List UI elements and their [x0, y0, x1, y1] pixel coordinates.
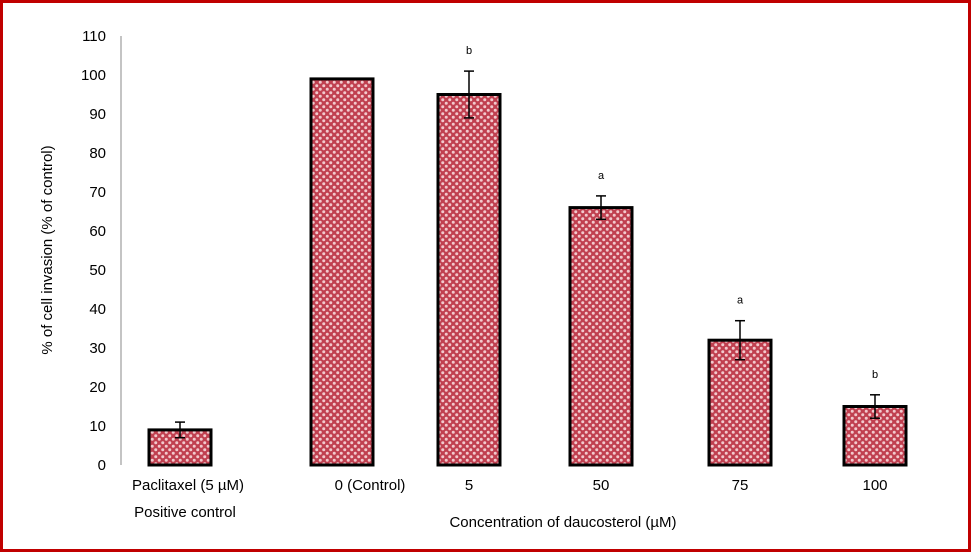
significance-label: a	[598, 170, 605, 182]
bars: b a a b	[147, 45, 908, 467]
y-tick-label: 60	[89, 223, 106, 240]
y-tick-label: 40	[89, 301, 106, 318]
bar	[568, 206, 634, 467]
x-tick-label: 50	[593, 477, 610, 494]
y-tick-label: 70	[89, 184, 106, 201]
y-tick-label: 10	[89, 418, 106, 435]
bar	[707, 338, 773, 467]
x-tick-label: 5	[465, 477, 473, 494]
bar	[309, 77, 375, 467]
y-tick-label: 110	[82, 28, 106, 45]
x-tick-sublabel: Positive control	[134, 504, 236, 521]
significance-label: b	[466, 45, 472, 57]
y-axis: 0 10 20 30 40 50 60 70 80 90 100 110	[81, 28, 122, 474]
x-tick-label: 0 (Control)	[335, 477, 406, 494]
y-tick-label: 90	[89, 106, 106, 123]
y-tick-label: 100	[81, 67, 106, 84]
x-axis-labels: Paclitaxel (5 µM) 0 (Control) 5 50 75 100 Posi…	[132, 477, 888, 521]
y-tick-label: 30	[89, 340, 106, 357]
y-tick-label: 50	[89, 262, 106, 279]
y-axis-title: % of cell invasion (% of control)	[39, 145, 56, 354]
x-tick-label: 100	[862, 477, 887, 494]
significance-label: a	[737, 295, 744, 307]
y-tick-label: 80	[89, 145, 106, 162]
x-tick-label: 75	[732, 477, 749, 494]
y-tick-label: 0	[98, 457, 106, 474]
significance-label: b	[872, 369, 878, 381]
x-tick-label: Paclitaxel (5 µM)	[132, 477, 244, 494]
x-axis-title: Concentration of daucosterol (µM)	[449, 514, 676, 531]
bar	[436, 93, 502, 467]
y-tick-label: 20	[89, 379, 106, 396]
